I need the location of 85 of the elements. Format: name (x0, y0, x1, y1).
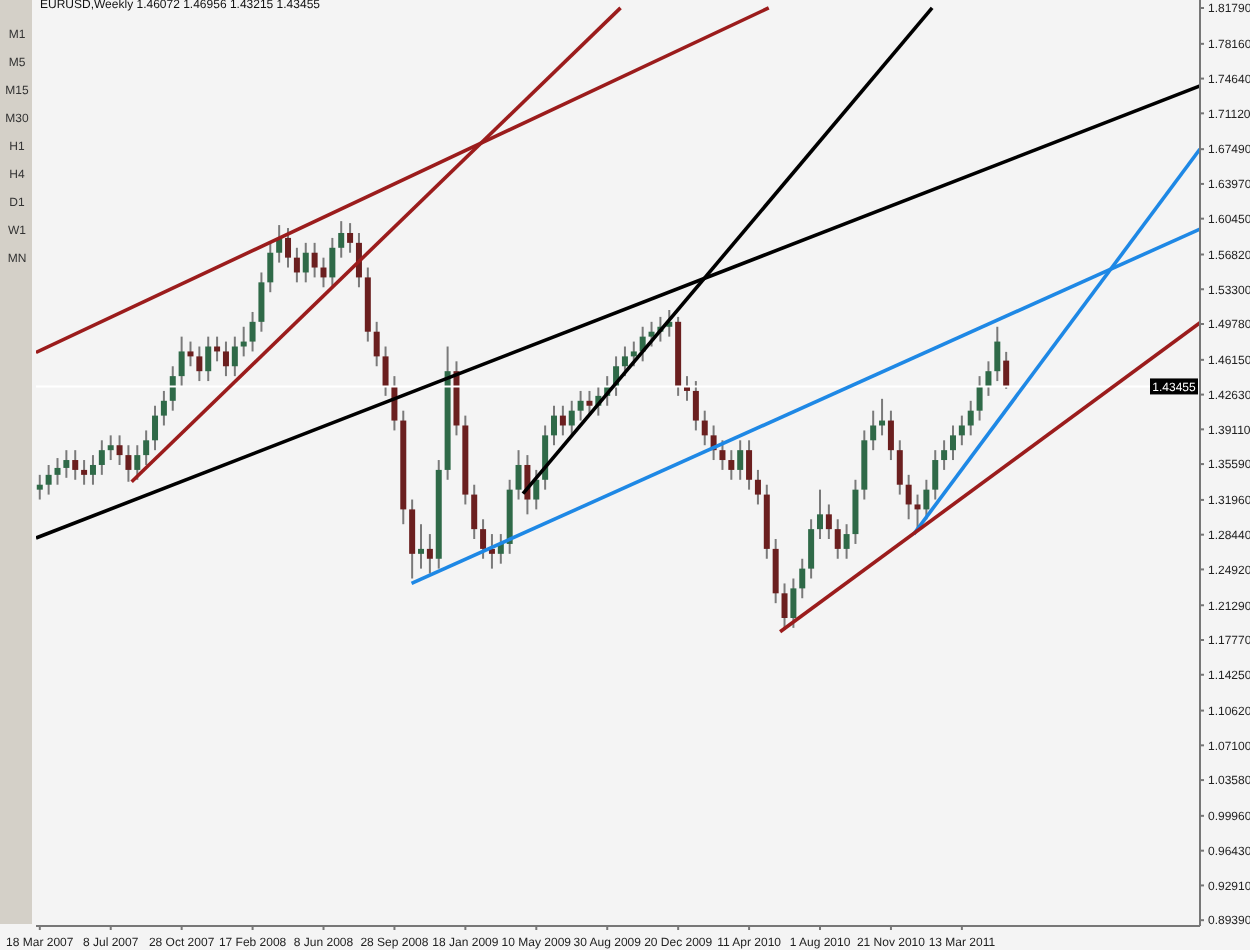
candlestick (976, 375, 983, 422)
candlestick (967, 399, 974, 437)
candlestick (311, 241, 318, 279)
candlestick (843, 523, 850, 560)
candlestick (746, 439, 753, 491)
candlestick (701, 409, 708, 447)
candlestick (72, 449, 79, 481)
candlestick (568, 399, 575, 437)
candlestick (231, 335, 238, 378)
candlestick (81, 459, 88, 486)
candlestick (285, 227, 292, 269)
candlestick (551, 404, 558, 447)
candlestick (63, 449, 70, 479)
candlestick (152, 404, 159, 452)
candlestick (382, 345, 389, 397)
candlestick (320, 256, 327, 289)
candlestick (125, 444, 132, 483)
candlestick (852, 478, 859, 545)
candlestick (36, 473, 43, 501)
candlestick (728, 449, 735, 481)
candlestick (586, 389, 593, 417)
candlestick (497, 533, 504, 565)
candlestick (533, 468, 540, 511)
candlestick (107, 434, 114, 462)
candlestick (834, 518, 841, 560)
candlestick (772, 538, 779, 605)
candlestick (293, 246, 300, 284)
candlestick (941, 439, 948, 471)
candlestick (621, 345, 628, 378)
candlestick (169, 365, 176, 412)
candlestick (98, 439, 105, 476)
candlestick (630, 340, 637, 368)
candlestick (923, 478, 930, 521)
candlestick (515, 449, 522, 501)
candlestick (196, 345, 203, 383)
candlestick (222, 340, 229, 378)
candlestick (409, 498, 416, 580)
candlestick (896, 439, 903, 496)
candlestick (267, 241, 274, 294)
candlestick (781, 582, 788, 631)
candlestick (178, 335, 185, 387)
candlestick (338, 220, 345, 259)
candlestick (116, 434, 123, 466)
candlestick (143, 429, 150, 466)
candlestick (719, 439, 726, 471)
candlestick (932, 449, 939, 501)
candlestick (905, 473, 912, 521)
candlestick (577, 389, 584, 422)
candlestick (825, 503, 832, 541)
candlestick (258, 271, 265, 333)
candlestick (799, 557, 806, 600)
candlestick (692, 380, 699, 432)
candlestick (914, 493, 921, 531)
candlestick (488, 533, 495, 570)
candlestick (187, 340, 194, 368)
candlestick (949, 424, 956, 462)
candlestick (418, 523, 425, 570)
candlestick (89, 454, 96, 486)
candlestick (754, 468, 761, 506)
candlestick (54, 457, 61, 486)
candlestick (249, 310, 256, 353)
candlestick (373, 320, 380, 368)
candlestick (205, 335, 212, 383)
candlestick (480, 518, 487, 560)
candlestick (1003, 350, 1010, 390)
candlestick (329, 236, 336, 289)
candlestick (240, 325, 247, 358)
candlestick (790, 577, 797, 629)
candlestick (302, 241, 309, 284)
candlestick (816, 488, 823, 541)
candlestick (737, 439, 744, 481)
candlestick (887, 409, 894, 462)
candlestick (994, 325, 1001, 383)
candlestick (985, 360, 992, 397)
candlestick (45, 463, 52, 496)
candlestick (648, 320, 655, 348)
candlestick (134, 444, 141, 481)
candlestick (160, 389, 167, 427)
candlestick (559, 404, 566, 437)
candlestick (870, 409, 877, 452)
candlestick (347, 222, 354, 254)
candlestick (426, 533, 433, 575)
candlestick (808, 518, 815, 580)
candlestick (471, 483, 478, 541)
candlestick (958, 414, 965, 447)
